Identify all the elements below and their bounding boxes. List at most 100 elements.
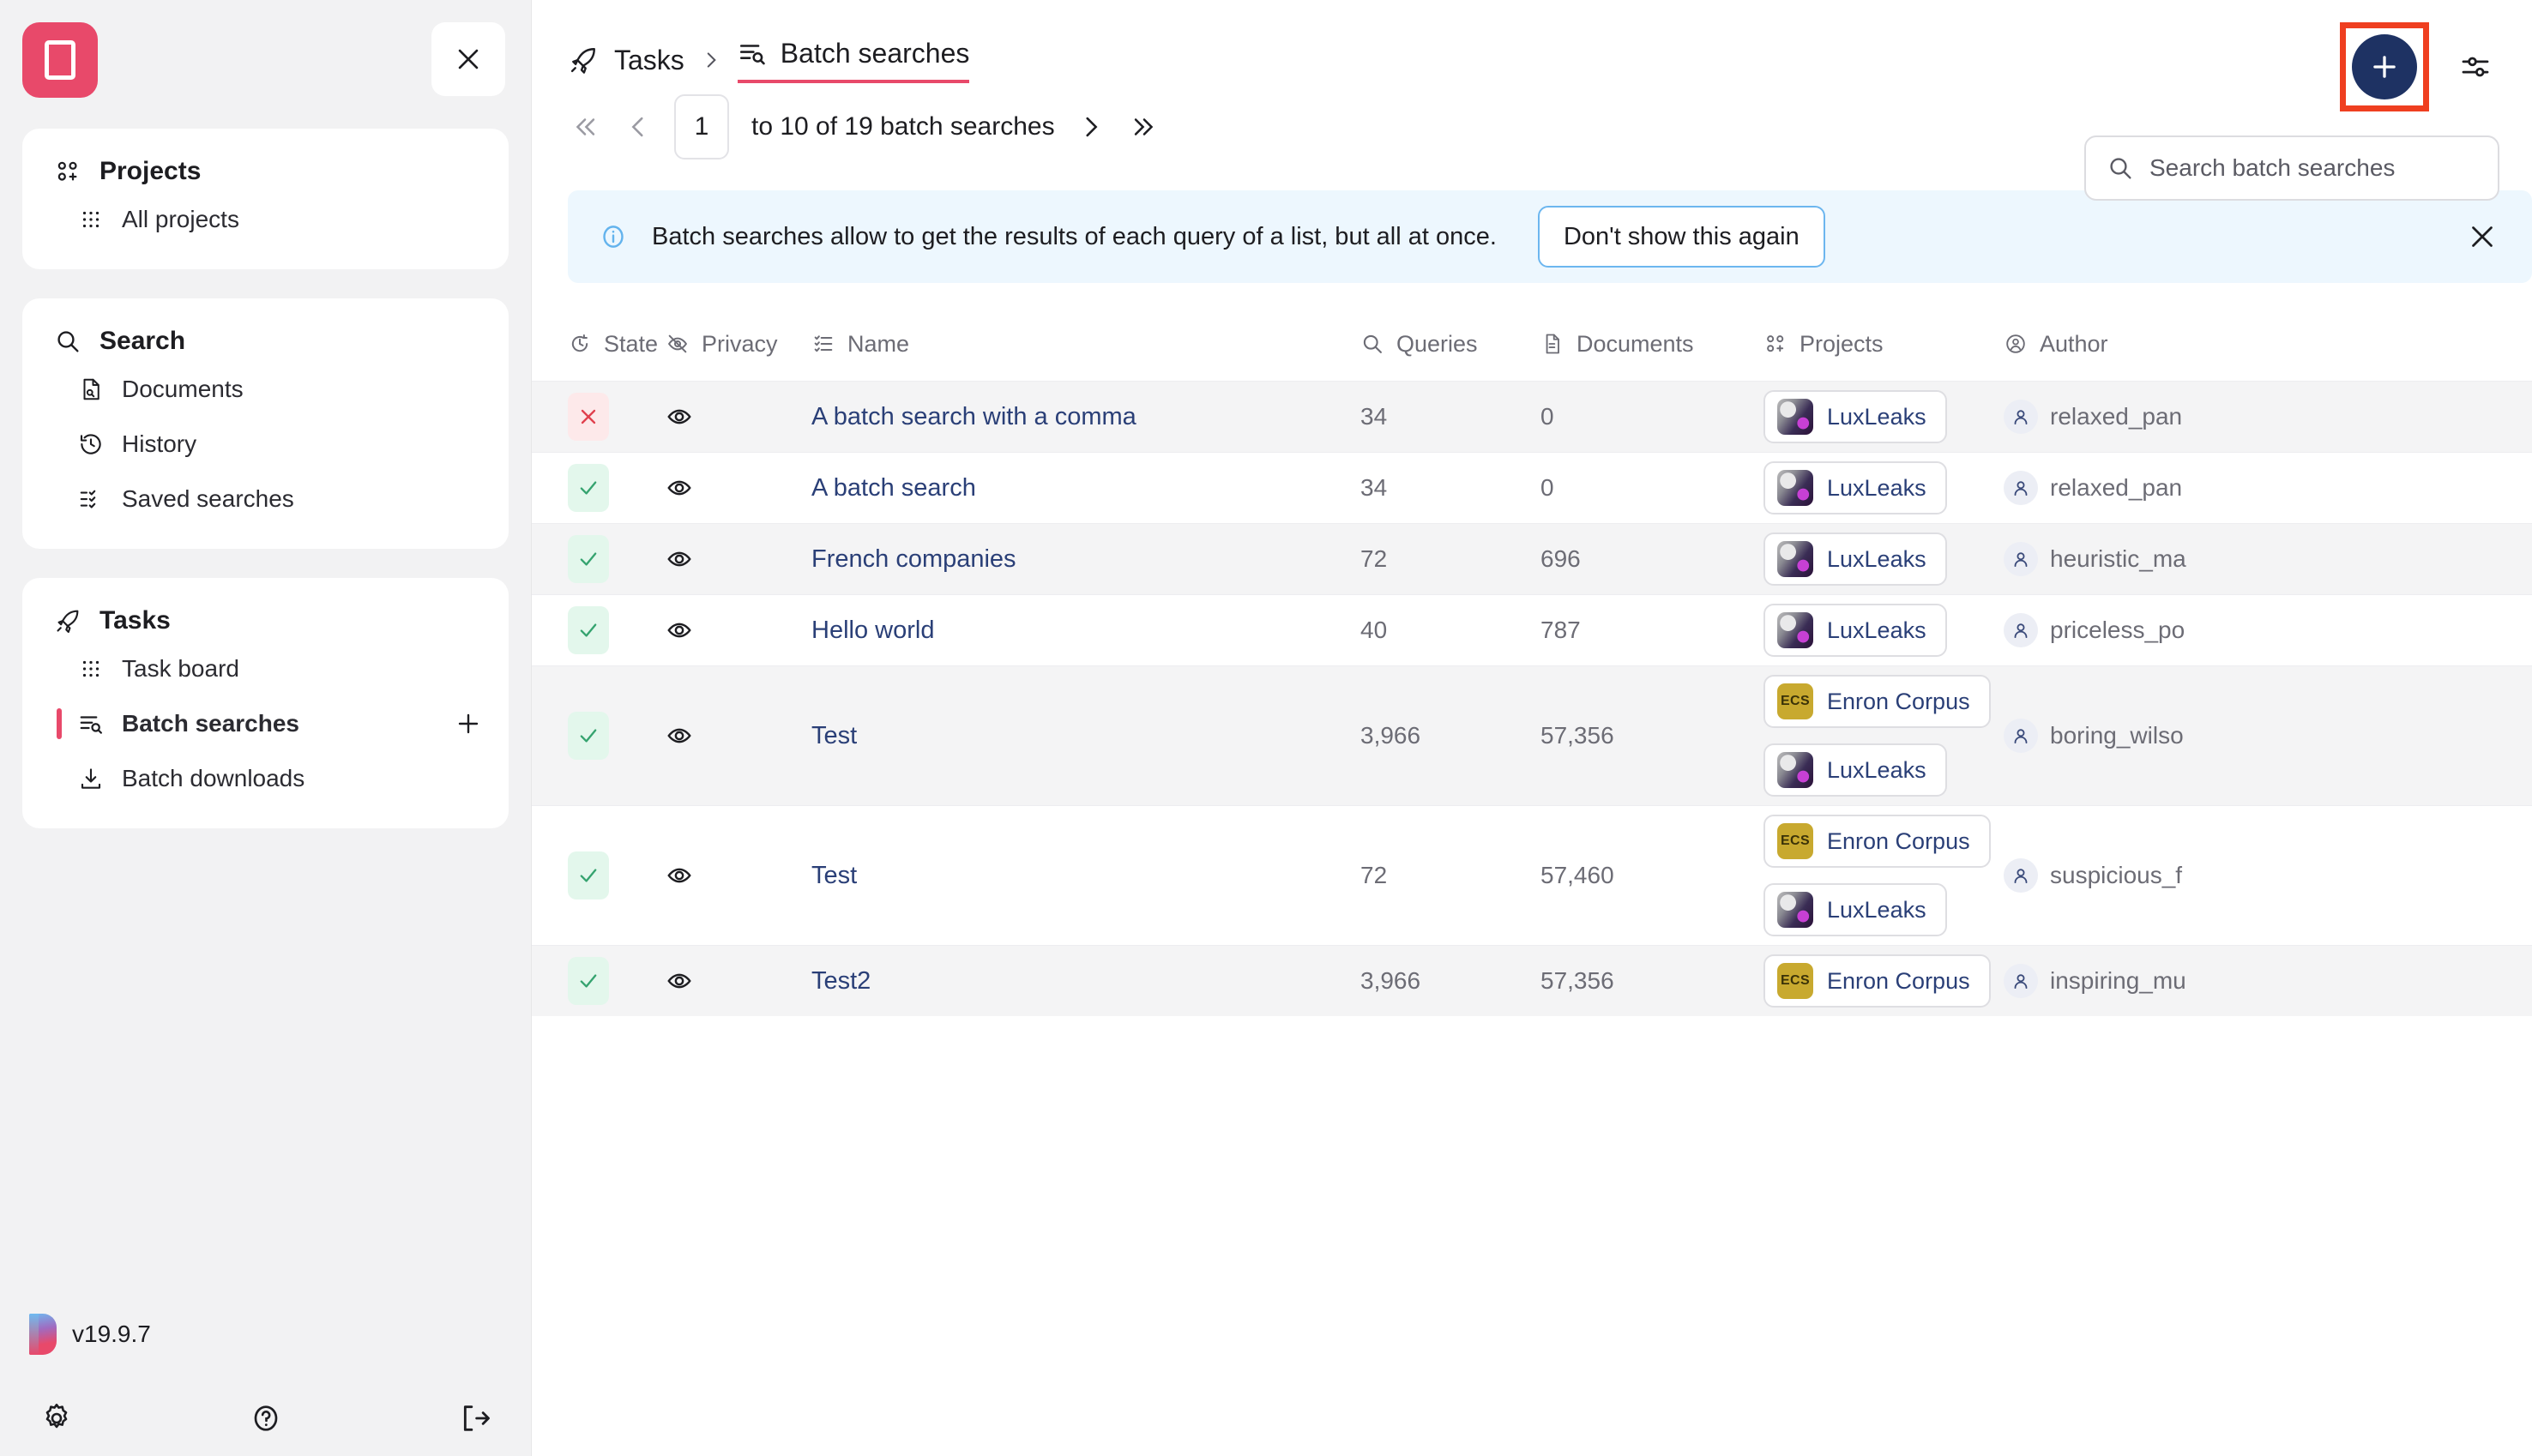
privacy-toggle[interactable]: [666, 474, 693, 502]
sidebar-item-all-projects[interactable]: All projects: [22, 192, 509, 247]
table-row[interactable]: A batch search 34 0 LuxLeaks relaxed_pan: [532, 452, 2532, 523]
table-row[interactable]: French companies 72 696 LuxLeaks heuristic_m…: [532, 523, 2532, 594]
cell-author: relaxed_pan: [2004, 471, 2532, 505]
check-icon: [580, 623, 597, 637]
table-row[interactable]: Hello world 40 787 LuxLeaks priceless_po: [532, 594, 2532, 665]
document-search-icon: [77, 376, 105, 403]
logout-button[interactable]: [456, 1399, 494, 1437]
project-thumbnail-icon: [1777, 612, 1813, 648]
first-page-button[interactable]: [568, 110, 602, 144]
cell-name: A batch search with a comma: [811, 403, 1360, 431]
project-tag[interactable]: LuxLeaks: [1763, 461, 1947, 514]
sidebar-item-batch-searches[interactable]: Batch searches: [22, 696, 509, 751]
help-button[interactable]: [247, 1399, 285, 1437]
last-page-button[interactable]: [1127, 110, 1161, 144]
column-label: State: [604, 330, 659, 357]
column-header-privacy[interactable]: Privacy: [666, 331, 811, 358]
header-actions: [2340, 22, 2499, 111]
cell-projects: LuxLeaks: [1763, 453, 2004, 523]
column-header-documents[interactable]: Documents: [1540, 331, 1763, 358]
page-number-input[interactable]: 1: [674, 94, 729, 159]
check-icon: [580, 869, 597, 882]
batch-search-link[interactable]: A batch search: [811, 473, 976, 502]
search-icon: [53, 327, 82, 356]
dont-show-again-button[interactable]: Don't show this again: [1537, 206, 1825, 268]
privacy-toggle[interactable]: [666, 545, 693, 573]
check-icon: [580, 481, 597, 495]
project-tag[interactable]: LuxLeaks: [1763, 883, 1947, 936]
privacy-toggle[interactable]: [666, 722, 693, 749]
cell-privacy[interactable]: [666, 967, 811, 995]
project-thumbnail-icon: [1777, 752, 1813, 788]
privacy-toggle[interactable]: [666, 617, 693, 644]
project-tag[interactable]: ECS Enron Corpus: [1763, 815, 1991, 868]
project-tag-label: LuxLeaks: [1827, 617, 1926, 643]
column-header-state[interactable]: State: [532, 331, 666, 358]
app-logo[interactable]: [22, 22, 98, 98]
column-header-name[interactable]: Name: [811, 331, 1360, 358]
version-label: v19.9.7: [72, 1321, 151, 1347]
breadcrumb-link-tasks[interactable]: Tasks: [614, 44, 684, 75]
close-banner-button[interactable]: [2462, 216, 2503, 257]
cell-queries: 34: [1360, 474, 1388, 501]
privacy-toggle[interactable]: [666, 403, 693, 430]
close-sidebar-button[interactable]: [431, 22, 505, 96]
cell-documents: 0: [1540, 403, 1554, 430]
add-batch-search-button[interactable]: [454, 709, 483, 738]
project-tag[interactable]: LuxLeaks: [1763, 743, 1947, 797]
sidebar-item-batch-downloads[interactable]: Batch downloads: [22, 751, 509, 806]
privacy-toggle[interactable]: [666, 862, 693, 889]
cell-privacy[interactable]: [666, 862, 811, 889]
batch-search-link[interactable]: Test: [811, 861, 858, 889]
cell-privacy[interactable]: [666, 722, 811, 749]
project-tag[interactable]: ECS Enron Corpus: [1763, 954, 1991, 1008]
preferences-button[interactable]: [2451, 43, 2499, 91]
prev-page-button[interactable]: [621, 110, 655, 144]
sidebar-title-text: Tasks: [99, 606, 171, 635]
table-row[interactable]: Test 3,966 57,356 ECS Enron Corpus LuxLeaks bo…: [532, 665, 2532, 805]
sidebar-item-history[interactable]: History: [22, 417, 509, 472]
next-page-button[interactable]: [1074, 110, 1108, 144]
cell-state: [532, 535, 666, 583]
cell-privacy[interactable]: [666, 474, 811, 502]
table-header-row: State Privacy Name: [532, 307, 2532, 381]
column-header-projects[interactable]: Projects: [1763, 331, 2004, 358]
grid-dots-icon: [77, 655, 105, 683]
cell-privacy[interactable]: [666, 617, 811, 644]
add-batch-search-button[interactable]: [2352, 34, 2417, 99]
project-tag[interactable]: LuxLeaks: [1763, 390, 1947, 443]
author-name: relaxed_pan: [2050, 474, 2183, 501]
search-batch-searches[interactable]: [2084, 135, 2499, 201]
batch-search-link[interactable]: Test: [811, 721, 858, 749]
privacy-toggle[interactable]: [666, 967, 693, 995]
search-icon: [2110, 158, 2131, 179]
column-label: Projects: [1800, 330, 1884, 357]
table-row[interactable]: Test2 3,966 57,356 ECS Enron Corpus inspiring…: [532, 945, 2532, 1016]
project-tag[interactable]: ECS Enron Corpus: [1763, 675, 1991, 728]
batch-search-link[interactable]: Hello world: [811, 616, 935, 644]
project-tag[interactable]: LuxLeaks: [1763, 532, 1947, 586]
saved-searches-icon: [77, 485, 105, 513]
table-row[interactable]: Test 72 57,460 ECS Enron Corpus LuxLeaks suspi…: [532, 805, 2532, 945]
user-circle-icon: [2006, 334, 2025, 353]
sidebar-footer-actions: [0, 1399, 532, 1437]
batch-search-link[interactable]: Test2: [811, 966, 871, 995]
sidebar-item-saved-searches[interactable]: Saved searches: [22, 472, 509, 526]
cell-name: Test: [811, 862, 1360, 890]
cell-author: suspicious_f: [2004, 858, 2532, 893]
column-header-author[interactable]: Author: [2004, 331, 2532, 358]
batch-search-link[interactable]: A batch search with a comma: [811, 402, 1136, 430]
batch-search-link[interactable]: French companies: [811, 544, 1016, 573]
table-row[interactable]: A batch search with a comma 34 0 LuxLeaks re…: [532, 381, 2532, 452]
search-input[interactable]: [2149, 154, 2477, 182]
settings-button[interactable]: [38, 1399, 75, 1437]
cell-name: Hello world: [811, 617, 1360, 645]
column-header-queries[interactable]: Queries: [1360, 331, 1540, 358]
sidebar-item-task-board[interactable]: Task board: [22, 641, 509, 696]
state-clock-icon: [571, 334, 588, 352]
cell-privacy[interactable]: [666, 545, 811, 573]
sidebar: Projects All projects: [0, 0, 532, 1456]
project-tag[interactable]: LuxLeaks: [1763, 604, 1947, 657]
sidebar-item-documents[interactable]: Documents: [22, 362, 509, 417]
cell-privacy[interactable]: [666, 403, 811, 430]
